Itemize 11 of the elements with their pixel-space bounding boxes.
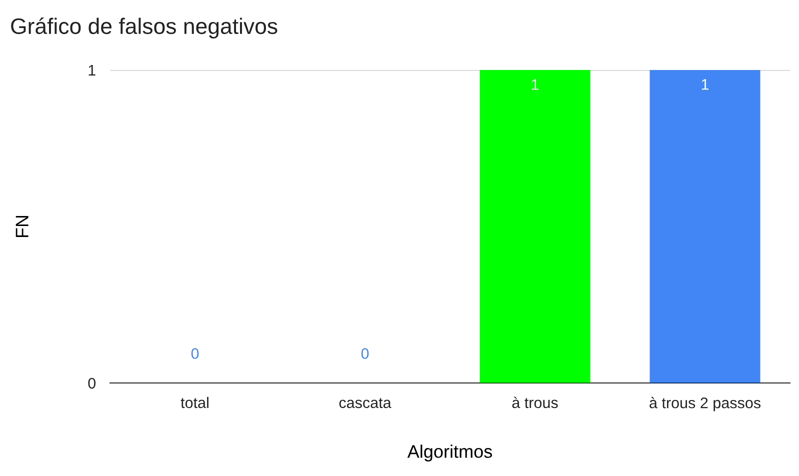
x-tick-label: total bbox=[180, 396, 208, 408]
data-label: 0 bbox=[191, 348, 199, 359]
x-tick-label: à trous bbox=[512, 396, 558, 408]
x-tick-label: cascata bbox=[339, 398, 392, 408]
x-tick-label: à trous 2 passos bbox=[650, 396, 760, 412]
y-axis-title: FN bbox=[16, 216, 28, 238]
x-axis-title: Algoritmos bbox=[407, 444, 492, 462]
data-label: 1 bbox=[532, 79, 539, 90]
data-label: 0 bbox=[361, 348, 369, 359]
chart-title: Gráfico de falsos negativos bbox=[11, 18, 278, 38]
data-label: 1 bbox=[702, 79, 709, 90]
